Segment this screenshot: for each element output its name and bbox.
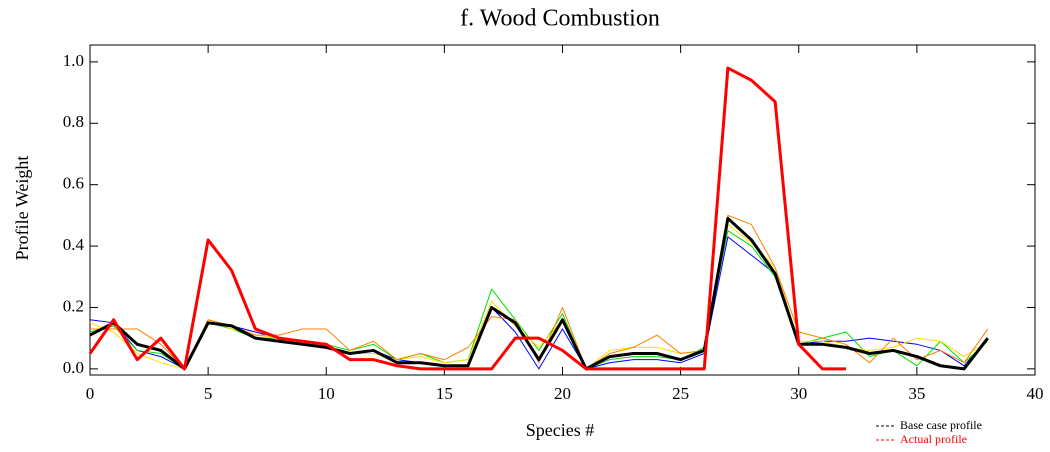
x-tick-label: 10 xyxy=(318,384,335,403)
x-tick-label: 40 xyxy=(1027,384,1044,403)
x-tick-label: 20 xyxy=(554,384,571,403)
legend-label: Base case profile xyxy=(900,418,982,432)
x-tick-label: 15 xyxy=(436,384,453,403)
x-tick-label: 5 xyxy=(204,384,213,403)
chart-title: f. Wood Combustion xyxy=(460,6,660,32)
y-tick-label: 0.2 xyxy=(63,296,84,315)
x-axis-label: Species # xyxy=(526,420,594,440)
x-tick-label: 30 xyxy=(790,384,807,403)
y-tick-label: 0.6 xyxy=(63,174,84,193)
legend-label: Actual profile xyxy=(900,432,967,446)
x-tick-label: 25 xyxy=(672,384,689,403)
series-line xyxy=(89,216,989,371)
x-tick-label: 35 xyxy=(908,384,925,403)
series-line xyxy=(89,236,989,370)
y-tick-label: 1.0 xyxy=(63,51,84,70)
series-line xyxy=(89,224,989,370)
y-tick-label: 0.4 xyxy=(63,235,85,254)
series-line xyxy=(90,214,989,370)
x-tick-label: 0 xyxy=(86,384,95,403)
y-tick-label: 0.0 xyxy=(63,358,84,377)
series-line xyxy=(89,230,989,370)
series-line xyxy=(88,66,846,371)
y-axis-label: Profile Weight xyxy=(12,156,32,261)
y-tick-label: 0.8 xyxy=(63,112,84,131)
